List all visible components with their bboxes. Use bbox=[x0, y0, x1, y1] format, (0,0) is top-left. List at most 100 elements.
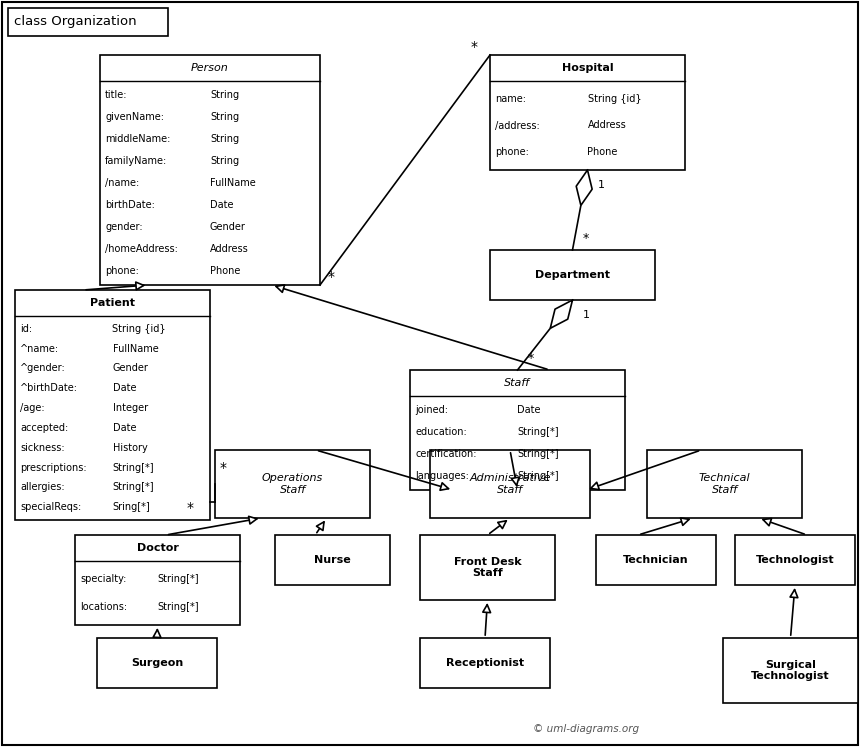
Text: String[*]: String[*] bbox=[113, 462, 154, 473]
Text: Administrative
Staff: Administrative Staff bbox=[470, 473, 550, 495]
Text: Department: Department bbox=[535, 270, 610, 280]
Bar bbox=[596, 535, 716, 585]
Text: Doctor: Doctor bbox=[137, 543, 178, 553]
Text: title:: title: bbox=[105, 90, 127, 100]
Bar bbox=[275, 535, 390, 585]
Text: Staff: Staff bbox=[505, 378, 531, 388]
Text: String[*]: String[*] bbox=[157, 574, 200, 584]
Text: String {id}: String {id} bbox=[113, 324, 166, 334]
Text: Date: Date bbox=[113, 383, 136, 393]
Text: String: String bbox=[210, 112, 239, 123]
Bar bbox=[735, 535, 855, 585]
Text: gender:: gender: bbox=[105, 222, 143, 232]
Text: /name:: /name: bbox=[105, 178, 139, 188]
Text: specialty:: specialty: bbox=[80, 574, 126, 584]
Bar bbox=[215, 450, 370, 518]
Text: 1: 1 bbox=[582, 310, 589, 320]
Text: Date: Date bbox=[210, 200, 234, 210]
Text: Receptionist: Receptionist bbox=[446, 658, 524, 668]
Bar bbox=[430, 450, 590, 518]
Text: locations:: locations: bbox=[80, 602, 127, 612]
Text: /address:: /address: bbox=[495, 120, 540, 131]
Text: Gender: Gender bbox=[210, 222, 246, 232]
Text: © uml-diagrams.org: © uml-diagrams.org bbox=[533, 724, 639, 734]
Text: ^birthDate:: ^birthDate: bbox=[20, 383, 78, 393]
Text: String: String bbox=[210, 156, 239, 166]
Text: accepted:: accepted: bbox=[20, 423, 68, 433]
Text: Technician: Technician bbox=[624, 555, 689, 565]
Bar bbox=[490, 250, 655, 300]
Text: phone:: phone: bbox=[495, 147, 529, 158]
Text: education:: education: bbox=[415, 427, 467, 437]
Bar bbox=[75, 535, 240, 625]
Text: Nurse: Nurse bbox=[314, 555, 351, 565]
Text: Sring[*]: Sring[*] bbox=[113, 502, 150, 512]
Polygon shape bbox=[550, 300, 573, 329]
Text: ^gender:: ^gender: bbox=[20, 364, 65, 374]
Text: givenName:: givenName: bbox=[105, 112, 164, 123]
Text: certification:: certification: bbox=[415, 449, 476, 459]
Text: joined:: joined: bbox=[415, 405, 448, 415]
Text: Phone: Phone bbox=[587, 147, 617, 158]
Text: String[*]: String[*] bbox=[113, 483, 154, 492]
Bar bbox=[410, 370, 625, 490]
FancyBboxPatch shape bbox=[8, 8, 168, 36]
Polygon shape bbox=[576, 170, 593, 205]
Text: Gender: Gender bbox=[113, 364, 149, 374]
Text: *: * bbox=[582, 232, 589, 245]
Text: Person: Person bbox=[191, 63, 229, 73]
Text: Patient: Patient bbox=[90, 298, 135, 308]
Text: Phone: Phone bbox=[210, 266, 241, 276]
Text: name:: name: bbox=[495, 93, 526, 104]
Text: *: * bbox=[328, 270, 335, 284]
Text: Surgeon: Surgeon bbox=[131, 658, 183, 668]
Text: *: * bbox=[527, 352, 534, 365]
Bar bbox=[647, 450, 802, 518]
Text: allergies:: allergies: bbox=[20, 483, 64, 492]
Text: Address: Address bbox=[587, 120, 626, 131]
Bar bbox=[100, 55, 320, 285]
Text: /age:: /age: bbox=[20, 403, 45, 413]
Text: 1: 1 bbox=[598, 180, 605, 190]
Text: sickness:: sickness: bbox=[20, 443, 64, 453]
Bar bbox=[420, 535, 555, 600]
Text: String: String bbox=[210, 90, 239, 100]
Text: String: String bbox=[210, 134, 239, 144]
Text: String[*]: String[*] bbox=[518, 427, 559, 437]
Bar bbox=[15, 290, 210, 520]
Bar bbox=[490, 55, 685, 170]
Text: Technologist: Technologist bbox=[756, 555, 834, 565]
Text: ^name:: ^name: bbox=[20, 344, 59, 353]
Text: phone:: phone: bbox=[105, 266, 138, 276]
Text: prescriptions:: prescriptions: bbox=[20, 462, 87, 473]
Text: String[*]: String[*] bbox=[157, 602, 200, 612]
Text: String {id}: String {id} bbox=[587, 93, 641, 104]
Text: specialReqs:: specialReqs: bbox=[20, 502, 81, 512]
Text: *: * bbox=[187, 500, 194, 515]
Text: Surgical
Technologist: Surgical Technologist bbox=[751, 660, 830, 681]
Text: /homeAddress:: /homeAddress: bbox=[105, 244, 178, 254]
Text: *: * bbox=[471, 40, 478, 54]
Text: Integer: Integer bbox=[113, 403, 148, 413]
Text: FullName: FullName bbox=[210, 178, 255, 188]
Bar bbox=[723, 638, 858, 703]
Text: class Organization: class Organization bbox=[14, 16, 137, 28]
Text: Hospital: Hospital bbox=[562, 63, 613, 73]
Text: History: History bbox=[113, 443, 147, 453]
Text: String[*]: String[*] bbox=[518, 471, 559, 481]
Text: Date: Date bbox=[518, 405, 541, 415]
Text: languages:: languages: bbox=[415, 471, 469, 481]
Text: familyName:: familyName: bbox=[105, 156, 167, 166]
Text: FullName: FullName bbox=[113, 344, 158, 353]
Text: middleName:: middleName: bbox=[105, 134, 170, 144]
Text: birthDate:: birthDate: bbox=[105, 200, 155, 210]
Text: Date: Date bbox=[113, 423, 136, 433]
Text: *: * bbox=[220, 461, 227, 475]
Text: Technical
Staff: Technical Staff bbox=[698, 473, 750, 495]
Text: Operations
Staff: Operations Staff bbox=[262, 473, 323, 495]
Text: Address: Address bbox=[210, 244, 249, 254]
Text: id:: id: bbox=[20, 324, 32, 334]
Text: Front Desk
Staff: Front Desk Staff bbox=[454, 557, 521, 578]
Bar bbox=[97, 638, 217, 688]
Text: String[*]: String[*] bbox=[518, 449, 559, 459]
